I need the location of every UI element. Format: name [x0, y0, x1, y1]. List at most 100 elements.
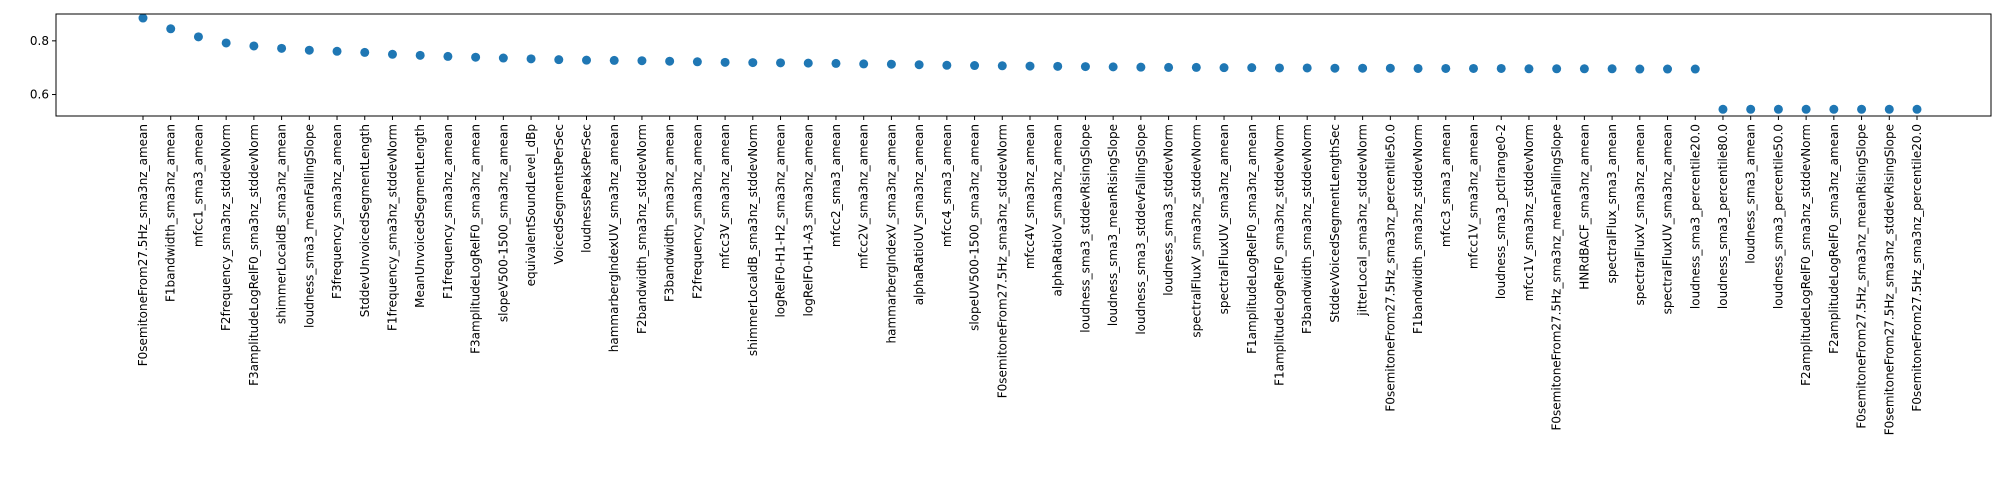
data-point	[471, 52, 481, 62]
data-point	[582, 55, 591, 65]
x-tick-label: mfcc1_sma3_amean	[191, 124, 205, 247]
x-tick-label: F2frequency_sma3nz_amean	[690, 124, 704, 299]
x-tick-label: mfcc4V_sma3nz_amean	[1023, 124, 1037, 269]
y-axis: 0.6 0.8	[30, 34, 56, 102]
x-tick-label: F1bandwidth_sma3nz_amean	[164, 124, 178, 302]
data-point	[942, 60, 952, 70]
data-point	[1635, 64, 1645, 74]
data-point	[415, 50, 425, 60]
x-tick-label: loudness_sma3_percentile50.0	[1771, 124, 1785, 309]
data-point	[498, 53, 508, 63]
x-tick-label: F0semitoneFrom27.5Hz_sma3nz_percentile50…	[1383, 124, 1397, 412]
x-tick-label: mfcc1V_sma3nz_stddevNorm	[1522, 124, 1536, 301]
data-point	[609, 55, 619, 65]
data-point	[1912, 104, 1922, 114]
x-tick-label: loudness_sma3_stddevFallingSlope	[1134, 124, 1148, 335]
x-tick-label: alphaRatioV_sma3nz_amean	[1051, 124, 1065, 297]
x-tick-label: spectralFluxV_sma3nz_amean	[1633, 124, 1647, 306]
data-point	[914, 60, 924, 70]
x-tick-label: shimmerLocaldB_sma3nz_stddevNorm	[746, 124, 760, 356]
data-point	[526, 54, 536, 64]
x-tick-label: F0semitoneFrom27.5Hz_sma3nz_amean	[136, 124, 150, 366]
x-tick-label: shimmerLocaldB_sma3nz_amean	[275, 124, 289, 324]
data-point	[665, 56, 675, 66]
data-point	[970, 61, 980, 71]
data-point	[1358, 63, 1368, 73]
x-tick-label: equivalentSoundLevel_dBp	[524, 124, 538, 286]
data-point	[332, 46, 342, 56]
data-point	[997, 61, 1007, 71]
x-tick-label: loudness_sma3_meanFallingSlope	[302, 124, 316, 328]
data-point	[886, 59, 896, 69]
x-tick-label: StddevVoicedSegmentLengthSec	[1328, 124, 1342, 323]
data-point	[1552, 64, 1562, 74]
x-tick-label: alphaRatioUV_sma3nz_amean	[912, 124, 926, 305]
data-point	[1164, 62, 1174, 72]
x-tick-label: F2amplitudeLogRelF0_sma3nz_amean	[1827, 124, 1841, 354]
x-tick-label: mfcc3_sma3_amean	[1439, 124, 1453, 247]
x-tick-label: loudness_sma3_pctlrange0-2	[1494, 124, 1508, 299]
x-tick-label: logRelF0-H1-H2_sma3nz_amean	[774, 124, 788, 318]
x-tick-label: F1frequency_sma3nz_amean	[441, 124, 455, 299]
data-point	[1441, 63, 1451, 73]
x-tick-label: F1bandwidth_sma3nz_stddevNorm	[1411, 124, 1425, 334]
data-point	[1080, 62, 1090, 72]
x-tick-label: F0semitoneFrom27.5Hz_sma3nz_meanRisingSl…	[1855, 124, 1869, 429]
data-point	[1829, 104, 1839, 114]
x-tick-label: mfcc2V_sma3nz_amean	[857, 124, 871, 269]
x-tick-label: F0semitoneFrom27.5Hz_sma3nz_stddevRising…	[1882, 124, 1896, 435]
plot-frame	[55, 13, 1992, 117]
x-tick-label: spectralFluxV_sma3nz_stddevNorm	[1189, 124, 1203, 338]
data-point	[1469, 63, 1478, 73]
x-tick-label: F3bandwidth_sma3nz_stddevNorm	[1300, 124, 1314, 334]
x-tick-label: mfcc3V_sma3nz_amean	[718, 124, 732, 269]
data-point	[1773, 104, 1783, 114]
data-point	[1496, 63, 1506, 73]
x-tick-label: hammarbergIndexV_sma3nz_amean	[884, 124, 898, 343]
x-tick-label: loudness_sma3_meanRisingSlope	[1106, 124, 1120, 326]
data-point	[1219, 63, 1229, 73]
x-tick-label: F3amplitudeLogRelF0_sma3nz_stddevNorm	[247, 124, 261, 386]
data-point	[1579, 64, 1589, 74]
data-point	[1690, 64, 1700, 74]
data-point	[803, 58, 813, 68]
data-point	[1247, 63, 1257, 73]
data-point	[831, 58, 841, 68]
x-tick-label: MeanUnvoicedSegmentLength	[413, 124, 427, 308]
data-point	[720, 57, 730, 67]
x-tick-label: F0semitoneFrom27.5Hz_sma3nz_percentile20…	[1910, 124, 1924, 412]
x-tick-label: loudness_sma3_stddevNorm	[1162, 124, 1176, 296]
data-point	[443, 51, 453, 61]
x-tick-label: F2bandwidth_sma3nz_stddevNorm	[635, 124, 649, 334]
data-point	[1136, 62, 1146, 72]
x-tick-label: spectralFluxUV_sma3nz_amean	[1661, 124, 1675, 314]
x-tick-label: spectralFluxUV_sma3nz_amean	[1217, 124, 1231, 314]
x-tick-label: HNRdBACF_sma3nz_amean	[1577, 124, 1591, 290]
x-tick-label: F0semitoneFrom27.5Hz_sma3nz_stddevNorm	[995, 124, 1009, 398]
x-tick-label: F2amplitudeLogRelF0_sma3nz_stddevNorm	[1799, 124, 1813, 386]
data-point	[1191, 62, 1201, 72]
x-tick-label: F1frequency_sma3nz_stddevNorm	[385, 124, 399, 331]
x-axis: F0semitoneFrom27.5Hz_sma3nz_amean F1bandw…	[136, 116, 1924, 435]
data-point	[1025, 61, 1035, 71]
data-point	[304, 45, 314, 55]
x-tick-label: F3amplitudeLogRelF0_sma3nz_amean	[469, 124, 483, 354]
x-tick-label: slopeV500-1500_sma3nz_amean	[496, 124, 510, 322]
data-point	[1302, 63, 1312, 73]
data-point	[1884, 104, 1894, 114]
data-point	[1385, 63, 1395, 73]
data-point	[1718, 104, 1728, 114]
data-point	[1330, 63, 1340, 73]
x-tick-label: StddevUnvoicedSegmentLength	[358, 124, 372, 317]
data-point	[249, 41, 259, 51]
data-point	[1607, 64, 1617, 74]
data-point	[1274, 63, 1284, 73]
x-tick-label: spectralFlux_sma3_amean	[1605, 124, 1619, 283]
x-tick-label: loudness_sma3_stddevRisingSlope	[1078, 124, 1092, 333]
data-point	[1524, 64, 1534, 74]
data-point	[1663, 64, 1673, 74]
x-tick-label: mfcc1V_sma3nz_amean	[1467, 124, 1481, 269]
data-point	[692, 57, 702, 67]
x-tick-label: loudness_sma3_amean	[1744, 124, 1758, 264]
data-point	[1746, 104, 1756, 114]
